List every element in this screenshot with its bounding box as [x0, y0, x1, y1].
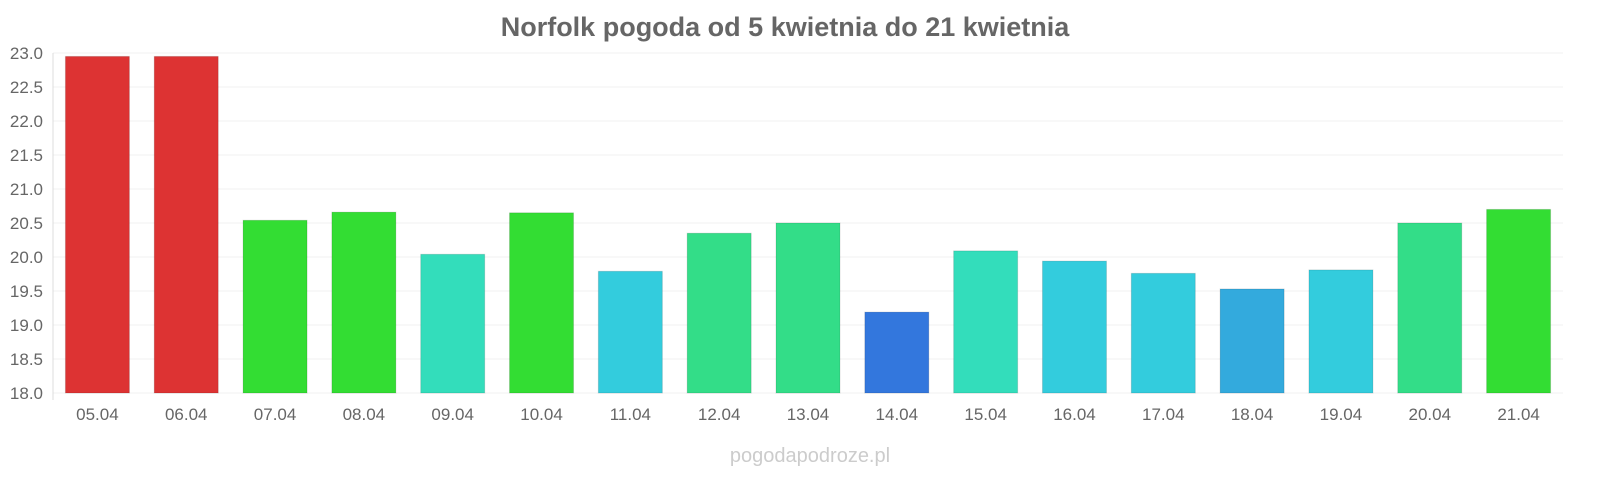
- y-tick-label: 18.0: [10, 384, 43, 403]
- x-tick-label: 20.04: [1408, 405, 1451, 424]
- bar: [1130, 272, 1196, 394]
- x-tick-label: 05.04: [76, 405, 119, 424]
- x-tick-label: 17.04: [1142, 405, 1185, 424]
- bar: [597, 270, 663, 394]
- bar: [1308, 269, 1374, 394]
- bar: [775, 222, 841, 394]
- bar: [331, 211, 397, 394]
- x-tick-label: 12.04: [698, 405, 741, 424]
- y-tick-label: 22.5: [10, 78, 43, 97]
- x-tick-label: 14.04: [876, 405, 919, 424]
- x-tick-label: 07.04: [254, 405, 297, 424]
- x-tick-label: 06.04: [165, 405, 208, 424]
- bar: [1219, 288, 1285, 394]
- bar: [153, 55, 219, 394]
- bar: [953, 250, 1019, 394]
- bar: [420, 253, 486, 394]
- bar: [864, 311, 930, 394]
- x-tick-label: 19.04: [1320, 405, 1363, 424]
- bar: [242, 219, 308, 394]
- y-tick-label: 22.0: [10, 112, 43, 131]
- bar: [509, 212, 575, 394]
- y-tick-label: 18.5: [10, 350, 43, 369]
- x-tick-label: 21.04: [1497, 405, 1540, 424]
- bar: [1486, 208, 1552, 394]
- y-tick-label: 20.0: [10, 248, 43, 267]
- x-tick-label: 15.04: [964, 405, 1007, 424]
- y-tick-label: 19.0: [10, 316, 43, 335]
- y-tick-label: 21.5: [10, 146, 43, 165]
- x-tick-label: 13.04: [787, 405, 830, 424]
- bar: [1041, 260, 1107, 394]
- bar: [1397, 222, 1463, 394]
- x-tick-label: 16.04: [1053, 405, 1096, 424]
- x-tick-label: 11.04: [610, 405, 651, 424]
- y-tick-label: 21.0: [10, 180, 43, 199]
- bar: [64, 55, 130, 394]
- x-tick-label: 09.04: [431, 405, 474, 424]
- x-tick-label: 18.04: [1231, 405, 1274, 424]
- chart-title: Norfolk pogoda od 5 kwietnia do 21 kwiet…: [501, 12, 1071, 42]
- y-tick-label: 19.5: [10, 282, 43, 301]
- watermark: pogodapodroze.pl: [730, 445, 890, 467]
- x-tick-label: 08.04: [343, 405, 386, 424]
- x-tick-label: 10.04: [520, 405, 563, 424]
- bar: [686, 232, 752, 394]
- y-tick-label: 20.5: [10, 214, 43, 233]
- y-tick-label: 23.0: [10, 44, 43, 63]
